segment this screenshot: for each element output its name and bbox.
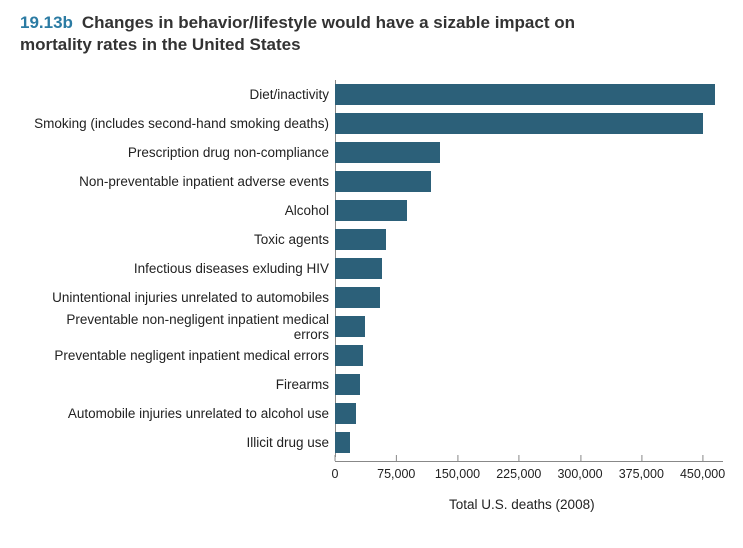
- category-label: Illicit drug use: [30, 435, 335, 450]
- category-label: Automobile injuries unrelated to alcohol…: [30, 406, 335, 421]
- bar-row: Non-preventable inpatient adverse events: [30, 167, 723, 196]
- category-label: Firearms: [30, 377, 335, 392]
- bar: [335, 287, 380, 308]
- bar: [335, 316, 365, 337]
- bar: [335, 142, 440, 163]
- x-tick: 0: [332, 461, 339, 475]
- x-tick: 225,000: [496, 461, 541, 475]
- bar: [335, 171, 431, 192]
- bar: [335, 200, 407, 221]
- category-label: Alcohol: [30, 203, 335, 218]
- x-axis-title: Total U.S. deaths (2008): [449, 497, 595, 512]
- category-label: Non-preventable inpatient adverse events: [30, 174, 335, 189]
- bar-row: Prescription drug non-compliance: [30, 138, 723, 167]
- figure-title: 19.13b Changes in behavior/lifestyle wou…: [20, 12, 723, 56]
- category-label: Prescription drug non-compliance: [30, 145, 335, 160]
- category-label: Preventable negligent inpatient medical …: [30, 348, 335, 363]
- x-tick: 450,000: [680, 461, 725, 475]
- bar-row: Automobile injuries unrelated to alcohol…: [30, 399, 723, 428]
- bar-row: Infectious diseases exluding HIV: [30, 254, 723, 283]
- bar-row: Unintentional injuries unrelated to auto…: [30, 283, 723, 312]
- figure-title-line1: Changes in behavior/lifestyle would have…: [82, 13, 575, 32]
- x-tick: 375,000: [619, 461, 664, 475]
- bar: [335, 258, 382, 279]
- category-label: Smoking (includes second-hand smoking de…: [30, 116, 335, 131]
- bar: [335, 345, 363, 366]
- category-label: Diet/inactivity: [30, 87, 335, 102]
- x-tick: 150,000: [435, 461, 480, 475]
- bar-row: Illicit drug use: [30, 428, 723, 457]
- bar: [335, 113, 703, 134]
- bar-row: Preventable negligent inpatient medical …: [30, 341, 723, 370]
- category-label: Infectious diseases exluding HIV: [30, 261, 335, 276]
- category-label: Preventable non-negligent inpatient medi…: [30, 312, 335, 342]
- bar: [335, 374, 360, 395]
- bar-row: Alcohol: [30, 196, 723, 225]
- bar-row: Toxic agents: [30, 225, 723, 254]
- bar: [335, 229, 386, 250]
- x-tick: 300,000: [557, 461, 602, 475]
- category-label: Unintentional injuries unrelated to auto…: [30, 290, 335, 305]
- bar: [335, 403, 356, 424]
- x-tick: 75,000: [377, 461, 415, 475]
- bar: [335, 432, 350, 453]
- bar-row: Smoking (includes second-hand smoking de…: [30, 109, 723, 138]
- bar: [335, 84, 715, 105]
- bar-row: Preventable non-negligent inpatient medi…: [30, 312, 723, 341]
- category-label: Toxic agents: [30, 232, 335, 247]
- mortality-bar-chart: Diet/inactivity Smoking (includes second-…: [30, 80, 723, 495]
- bar-row: Diet/inactivity: [30, 80, 723, 109]
- x-axis: 0 75,000 150,000 225,000 300,000 375,000 450,0…: [335, 461, 723, 495]
- figure-number: 19.13b: [20, 13, 73, 32]
- bar-row: Firearms: [30, 370, 723, 399]
- figure-title-line2: mortality rates in the United States: [20, 35, 301, 54]
